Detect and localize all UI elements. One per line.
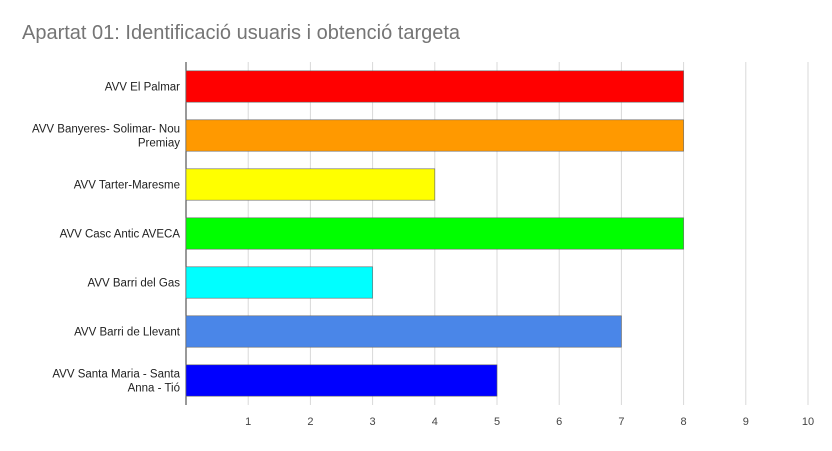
x-tick-label: 2 [307,416,313,428]
x-tick-label: 3 [370,416,376,428]
category-label: AVV Santa Maria - Santa Anna - Tió [52,369,180,395]
x-tick-label: 8 [681,416,687,428]
x-tick-label: 10 [802,416,814,428]
x-tick-label: 1 [245,416,251,428]
bar [185,119,684,152]
chart-title: Apartat 01: Identificació usuaris i obte… [22,22,461,44]
category-label: AVV Barri del Gas [88,278,181,290]
category-label: AVV Casc Antic AVECA [60,229,181,241]
x-tick-label: 6 [556,416,562,428]
bar [185,70,684,103]
x-tick-label: 4 [432,416,438,428]
bar [185,266,373,299]
category-label: AVV Barri de Llevant [74,327,181,339]
bar [185,217,684,250]
bar [185,168,436,201]
category-label: AVV Tarter-Maresme [74,180,180,192]
category-label: AVV El Palmar [105,82,180,94]
bar [185,315,622,348]
x-tick-label: 7 [618,416,624,428]
category-label: AVV Banyeres- Solimar- Nou Premiay [32,124,180,150]
x-tick-label: 5 [494,416,500,428]
bar [185,364,498,397]
x-tick-label: 9 [743,416,749,428]
